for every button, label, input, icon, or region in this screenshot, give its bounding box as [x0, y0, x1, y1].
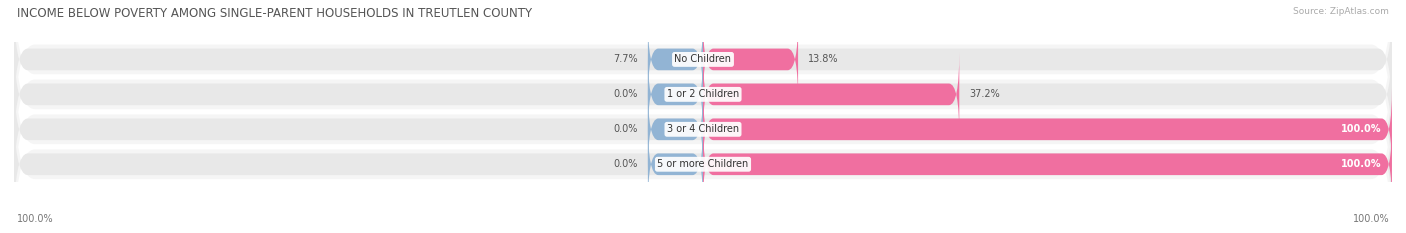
FancyBboxPatch shape [648, 123, 703, 206]
Text: 0.0%: 0.0% [613, 89, 637, 99]
Text: 5 or more Children: 5 or more Children [658, 159, 748, 169]
Text: 100.0%: 100.0% [1341, 159, 1382, 169]
FancyBboxPatch shape [14, 35, 1392, 154]
FancyBboxPatch shape [14, 0, 1392, 149]
Text: 0.0%: 0.0% [613, 159, 637, 169]
Text: 13.8%: 13.8% [808, 55, 839, 64]
Text: Source: ZipAtlas.com: Source: ZipAtlas.com [1294, 7, 1389, 16]
Text: 0.0%: 0.0% [613, 124, 637, 134]
Legend: Single Father, Single Mother: Single Father, Single Mother [617, 232, 789, 233]
FancyBboxPatch shape [14, 70, 1392, 188]
Text: 7.7%: 7.7% [613, 55, 637, 64]
FancyBboxPatch shape [703, 123, 1392, 206]
FancyBboxPatch shape [648, 53, 703, 136]
FancyBboxPatch shape [14, 105, 1392, 223]
Text: 100.0%: 100.0% [17, 214, 53, 224]
FancyBboxPatch shape [14, 74, 1392, 233]
FancyBboxPatch shape [648, 18, 703, 101]
Text: 37.2%: 37.2% [970, 89, 1001, 99]
FancyBboxPatch shape [14, 4, 1392, 184]
Text: 100.0%: 100.0% [1353, 214, 1389, 224]
Text: INCOME BELOW POVERTY AMONG SINGLE-PARENT HOUSEHOLDS IN TREUTLEN COUNTY: INCOME BELOW POVERTY AMONG SINGLE-PARENT… [17, 7, 531, 20]
FancyBboxPatch shape [703, 88, 1392, 171]
FancyBboxPatch shape [703, 18, 799, 101]
FancyBboxPatch shape [703, 53, 959, 136]
FancyBboxPatch shape [14, 39, 1392, 219]
Text: 100.0%: 100.0% [1341, 124, 1382, 134]
Text: 1 or 2 Children: 1 or 2 Children [666, 89, 740, 99]
Text: No Children: No Children [675, 55, 731, 64]
Text: 3 or 4 Children: 3 or 4 Children [666, 124, 740, 134]
FancyBboxPatch shape [14, 0, 1392, 118]
FancyBboxPatch shape [648, 88, 703, 171]
